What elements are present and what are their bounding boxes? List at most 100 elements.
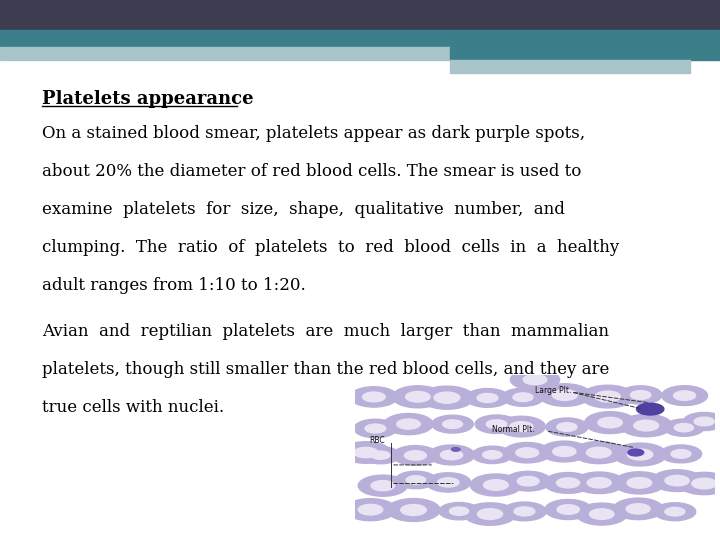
Circle shape — [466, 389, 509, 407]
Text: Platelets appearance: Platelets appearance — [42, 90, 253, 108]
Text: On a stained blood smear, platelets appear as dark purple spots,: On a stained blood smear, platelets appe… — [42, 125, 585, 142]
Circle shape — [354, 447, 378, 458]
Circle shape — [502, 388, 544, 406]
Circle shape — [613, 498, 663, 519]
Circle shape — [619, 386, 662, 404]
Circle shape — [654, 503, 696, 521]
Circle shape — [544, 472, 592, 494]
Text: Avian  and  reptilian  platelets  are  much  larger  than  mammalian: Avian and reptilian platelets are much l… — [42, 323, 609, 340]
Circle shape — [395, 471, 436, 489]
Circle shape — [634, 420, 659, 431]
Circle shape — [387, 498, 440, 522]
Circle shape — [675, 423, 693, 432]
Circle shape — [392, 386, 444, 408]
Circle shape — [683, 413, 720, 430]
Circle shape — [503, 502, 546, 521]
Text: clumping.  The  ratio  of  platelets  to  red  blood  cells  in  a  healthy: clumping. The ratio of platelets to red … — [42, 239, 619, 256]
Circle shape — [546, 418, 588, 436]
Circle shape — [517, 476, 539, 486]
Circle shape — [341, 442, 391, 463]
Bar — [0, 0, 720, 30]
Circle shape — [590, 509, 614, 519]
Circle shape — [626, 504, 650, 514]
Circle shape — [545, 500, 591, 519]
Circle shape — [451, 448, 460, 451]
Circle shape — [636, 403, 664, 415]
Circle shape — [585, 411, 636, 434]
Circle shape — [513, 393, 533, 402]
Circle shape — [464, 503, 516, 525]
Circle shape — [557, 478, 580, 488]
Circle shape — [631, 390, 651, 400]
Circle shape — [443, 420, 462, 428]
Bar — [450, 60, 690, 73]
Circle shape — [397, 419, 420, 429]
Bar — [450, 47, 720, 60]
Circle shape — [475, 415, 518, 434]
Circle shape — [510, 422, 533, 431]
Circle shape — [371, 481, 395, 491]
Circle shape — [439, 503, 480, 520]
Circle shape — [470, 474, 521, 496]
Circle shape — [503, 442, 551, 463]
Circle shape — [671, 450, 691, 458]
Circle shape — [665, 475, 689, 486]
Circle shape — [438, 478, 459, 487]
Circle shape — [620, 414, 672, 437]
Circle shape — [627, 477, 652, 488]
Text: Normal Plt.: Normal Plt. — [492, 425, 534, 434]
Circle shape — [484, 480, 508, 490]
Circle shape — [434, 392, 460, 403]
Circle shape — [510, 369, 559, 390]
Text: adult ranges from 1:10 to 1:20.: adult ranges from 1:10 to 1:20. — [42, 277, 306, 294]
Text: true cells with nuclei.: true cells with nuclei. — [42, 399, 224, 416]
Circle shape — [664, 419, 704, 436]
Circle shape — [627, 449, 653, 460]
Text: RBC: RBC — [369, 436, 385, 444]
Circle shape — [692, 478, 716, 489]
Circle shape — [482, 451, 502, 459]
Circle shape — [365, 424, 386, 433]
Circle shape — [586, 447, 611, 458]
Bar — [0, 47, 450, 60]
Circle shape — [384, 414, 433, 435]
Circle shape — [354, 419, 397, 438]
Circle shape — [359, 475, 408, 496]
Circle shape — [557, 505, 580, 514]
Circle shape — [678, 472, 720, 495]
Circle shape — [477, 509, 503, 519]
Circle shape — [574, 472, 624, 494]
Circle shape — [472, 446, 513, 463]
Circle shape — [694, 417, 714, 426]
Circle shape — [361, 447, 400, 464]
Circle shape — [392, 446, 438, 465]
Circle shape — [539, 384, 591, 406]
Circle shape — [359, 504, 383, 515]
Circle shape — [401, 504, 426, 516]
Circle shape — [540, 441, 588, 462]
Circle shape — [432, 415, 473, 433]
Circle shape — [477, 394, 498, 402]
Circle shape — [516, 448, 539, 457]
Circle shape — [665, 508, 685, 516]
Circle shape — [362, 392, 385, 402]
Circle shape — [350, 387, 397, 407]
Circle shape — [345, 498, 396, 521]
Circle shape — [662, 386, 708, 406]
Text: about 20% the diameter of red blood cells. The smear is used to: about 20% the diameter of red blood cell… — [42, 163, 581, 180]
Circle shape — [406, 476, 426, 484]
Circle shape — [498, 416, 545, 437]
Circle shape — [652, 470, 702, 491]
Circle shape — [486, 420, 507, 429]
Circle shape — [573, 442, 624, 464]
Text: examine  platelets  for  size,  shape,  qualitative  number,  and: examine platelets for size, shape, quali… — [42, 201, 565, 218]
Circle shape — [595, 391, 621, 402]
Bar — [0, 30, 720, 47]
Circle shape — [405, 451, 426, 460]
Circle shape — [505, 471, 551, 491]
Circle shape — [449, 507, 469, 515]
Circle shape — [613, 443, 667, 466]
Circle shape — [552, 389, 577, 400]
Text: platelets, though still smaller than the red blood cells, and they are: platelets, though still smaller than the… — [42, 361, 609, 378]
Circle shape — [420, 386, 474, 409]
